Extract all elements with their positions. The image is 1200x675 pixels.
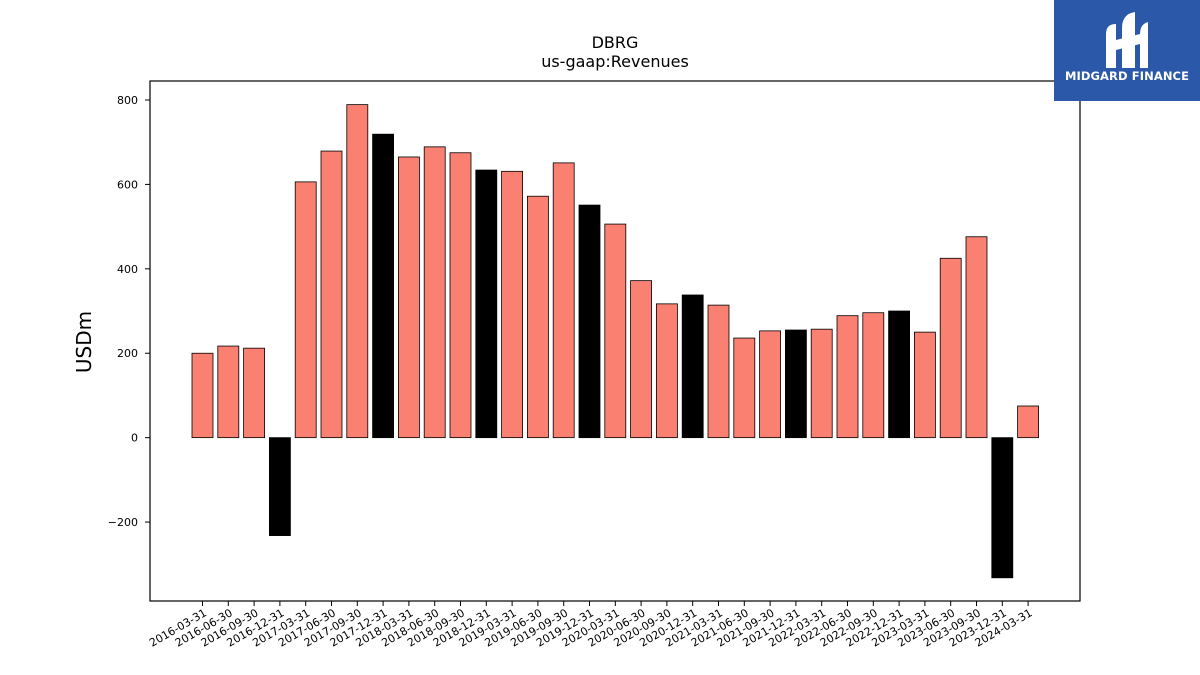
bar-2021-09-30 <box>759 330 781 439</box>
bar-2020-03-31 <box>604 223 627 439</box>
bar-2024-03-31 <box>1017 405 1039 439</box>
y-tick-label: 200 <box>117 347 138 360</box>
bar-2021-06-30 <box>733 337 756 439</box>
bar-2016-09-30 <box>243 347 266 439</box>
bar-2023-06-30 <box>939 257 962 439</box>
bar-2016-12-31 <box>268 437 291 536</box>
y-tick-label: 800 <box>117 94 138 107</box>
bar-2017-12-31 <box>372 133 395 439</box>
bar-2020-09-30 <box>656 303 678 439</box>
bar-2016-06-30 <box>217 345 240 439</box>
y-axis-ticks: −200 0 200 400 600 800 <box>108 94 150 529</box>
bar-2018-06-30 <box>423 146 446 439</box>
bar-2019-09-30 <box>552 162 575 439</box>
bar-2018-12-31 <box>475 169 498 439</box>
bar-2019-12-31 <box>578 204 601 439</box>
chart-subtitle: us-gaap:Revenues <box>541 52 689 71</box>
bar-2023-12-31 <box>991 437 1014 579</box>
logo-text: MIDGARD FINANCE <box>1064 69 1190 83</box>
bar-2017-03-31 <box>294 181 317 439</box>
bar-2017-06-30 <box>320 150 343 439</box>
bar-2016-03-31 <box>191 352 214 439</box>
y-tick-label: 600 <box>117 178 138 191</box>
midgard-logo-icon <box>1106 12 1148 68</box>
midgard-finance-logo: MIDGARD FINANCE <box>1054 0 1200 101</box>
y-tick-label: 0 <box>131 432 138 445</box>
bar-2019-06-30 <box>527 195 549 439</box>
bar-2023-09-30 <box>965 236 988 439</box>
bar-2018-03-31 <box>397 156 420 439</box>
x-axis-ticks: 2016-03-312016-06-302016-09-302016-12-31… <box>147 601 1035 650</box>
bar-2020-06-30 <box>630 280 652 439</box>
bar-2022-06-30 <box>836 315 859 439</box>
bars-group <box>191 104 1039 579</box>
y-tick-label: 400 <box>117 263 138 276</box>
bar-2022-09-30 <box>862 312 885 439</box>
bar-2019-03-31 <box>501 170 524 439</box>
bar-2021-03-31 <box>707 304 730 439</box>
bar-2018-09-30 <box>449 152 472 439</box>
bar-2017-09-30 <box>346 104 369 439</box>
bar-2023-03-31 <box>914 331 936 439</box>
bar-2022-03-31 <box>810 328 833 439</box>
plot-area-frame <box>149 80 1081 602</box>
y-axis-label: USDm <box>72 311 96 373</box>
y-tick-label: −200 <box>108 516 138 529</box>
bar-2021-12-31 <box>785 329 807 439</box>
chart-title: DBRG <box>592 33 639 52</box>
bar-2022-12-31 <box>888 310 910 439</box>
bar-2020-12-31 <box>681 294 704 439</box>
